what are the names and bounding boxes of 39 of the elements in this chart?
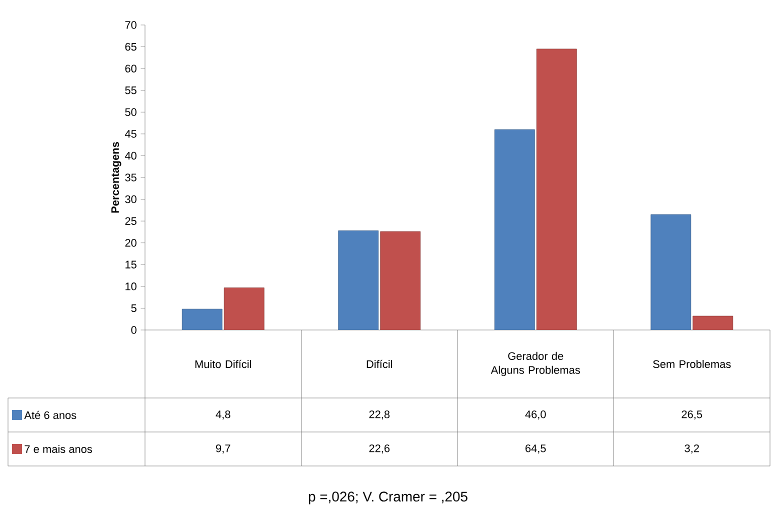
bar	[182, 308, 222, 330]
data-label: 64,5	[526, 444, 546, 454]
x-tick-label: Gerador de Alguns Problemas	[490, 352, 580, 376]
y-tick-label: 15	[126, 260, 136, 268]
y-tick-label: 25	[125, 217, 136, 225]
y-tick-label: 65	[125, 42, 136, 51]
data-label: 46,0	[525, 410, 546, 420]
y-tick-label: 30	[125, 195, 136, 204]
data-label: 22,8	[369, 410, 390, 420]
y-tick-label: 10	[126, 282, 136, 290]
y-tick-label: 40	[124, 152, 136, 160]
y-tick-label: 60	[125, 64, 136, 72]
x-tick-label: Difícil	[366, 360, 392, 368]
data-label: 4,8	[216, 410, 230, 420]
bar	[380, 231, 421, 330]
legend-label: 7 e mais anos	[24, 444, 92, 454]
y-tick-label: 0	[131, 326, 136, 334]
data-label: 26,5	[682, 410, 702, 420]
y-tick-label: 35	[125, 174, 136, 182]
y-axis-title: Percentagens	[111, 142, 122, 213]
y-tick-label: 50	[125, 108, 136, 116]
text: p =,026; V. Cramer = ,205	[308, 492, 468, 504]
y-tick-label: 20	[125, 238, 136, 247]
y-tick-label: 70	[125, 21, 136, 29]
bar	[650, 214, 692, 330]
data-label: 3,2	[684, 444, 699, 454]
data-label: 22,6	[369, 444, 390, 454]
x-tick-label: Muito Difícil	[195, 360, 252, 368]
data-label: 9,7	[216, 444, 230, 454]
bar	[536, 48, 577, 330]
bar	[692, 316, 734, 330]
bar	[338, 230, 379, 330]
y-tick-label: 55	[125, 86, 136, 94]
legend-label: Até 6 anos	[24, 410, 76, 420]
bar	[224, 288, 264, 330]
x-tick-label: Sem Problemas	[653, 360, 731, 368]
y-tick-label: 45	[124, 130, 136, 138]
bar	[494, 129, 535, 330]
y-tick-label: 5	[131, 304, 136, 312]
